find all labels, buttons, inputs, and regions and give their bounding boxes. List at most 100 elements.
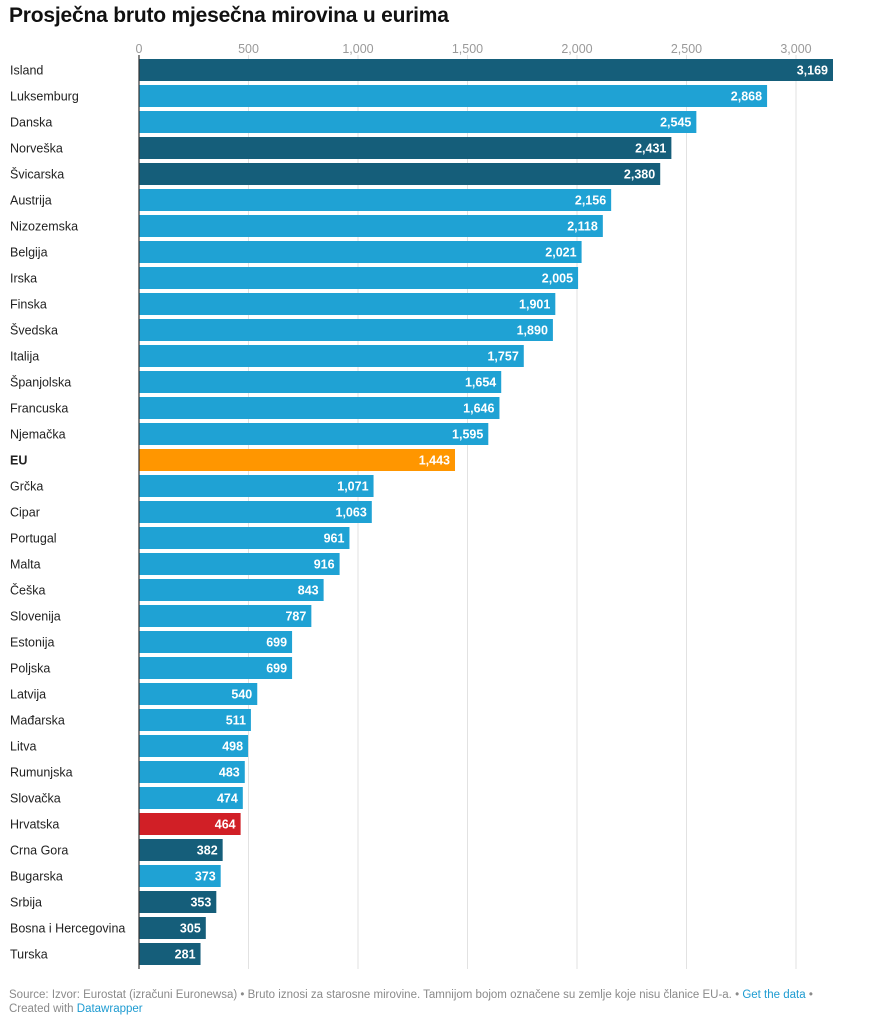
category-labels: Island Luksemburg Danska Norveška Švicarska A… — [10, 64, 125, 962]
datawrapper-link[interactable]: Datawrapper — [76, 1003, 143, 1015]
category-label: Grčka — [10, 480, 43, 494]
category-label: Švedska — [10, 323, 58, 338]
value-label: 699 — [266, 636, 287, 650]
x-tick-label: 2,000 — [561, 42, 592, 56]
bar — [139, 423, 489, 445]
bar — [139, 527, 350, 549]
category-label: Island — [10, 64, 43, 78]
category-label: Bugarska — [10, 870, 63, 884]
category-label: Rumunjska — [10, 766, 73, 780]
value-label: 1,595 — [452, 428, 483, 442]
bar — [139, 449, 456, 471]
bar — [139, 215, 603, 237]
value-label: 498 — [222, 740, 243, 754]
value-label: 2,156 — [575, 194, 606, 208]
bar — [139, 85, 768, 107]
bar — [139, 839, 223, 861]
bar — [139, 787, 243, 809]
value-label: 699 — [266, 662, 287, 676]
category-label: Litva — [10, 740, 36, 754]
category-label: Irska — [10, 272, 37, 286]
value-label: 511 — [226, 714, 246, 728]
source-note: Source: Izvor: Eurostat (izračuni Eurone… — [9, 989, 740, 1001]
x-tick-label: 3,000 — [780, 42, 811, 56]
bar — [139, 293, 556, 315]
category-label: Turska — [10, 948, 48, 962]
value-label: 1,890 — [517, 324, 548, 338]
value-label: 916 — [314, 558, 335, 572]
bar — [139, 163, 661, 185]
category-label: Poljska — [10, 662, 50, 676]
bar — [139, 501, 372, 523]
category-label: Francuska — [10, 402, 68, 416]
bar — [139, 631, 293, 653]
category-label: Švicarska — [10, 167, 64, 182]
value-label: 2,545 — [660, 116, 691, 130]
value-label: 1,071 — [337, 480, 368, 494]
bar — [139, 319, 553, 341]
bar-chart: 0 500 1,000 1,500 2,000 2,500 3,000 Island Luks… — [10, 42, 833, 969]
x-tick-label: 2,500 — [671, 42, 702, 56]
bar — [139, 579, 324, 601]
value-label: 464 — [215, 818, 236, 832]
value-label: 843 — [298, 584, 319, 598]
bar — [139, 475, 374, 497]
bar — [139, 59, 833, 81]
category-label: Estonija — [10, 636, 55, 650]
value-label: 1,646 — [463, 402, 494, 416]
bars — [139, 59, 833, 965]
footer-separator: • — [808, 989, 813, 1001]
x-tick-label: 1,500 — [452, 42, 483, 56]
bar — [139, 891, 217, 913]
value-label: 1,901 — [519, 298, 550, 312]
value-label: 2,021 — [545, 246, 576, 260]
bar — [139, 137, 672, 159]
value-label: 373 — [195, 870, 216, 884]
bar — [139, 735, 249, 757]
category-label: Nizozemska — [10, 220, 78, 234]
category-label: Mađarska — [10, 714, 65, 728]
bar — [139, 553, 340, 575]
category-label: Cipar — [10, 506, 40, 520]
value-label: 281 — [175, 948, 196, 962]
category-label: Bosna i Hercegovina — [10, 922, 125, 936]
bar — [139, 943, 201, 965]
value-labels: 3,169 2,868 2,545 2,431 2,380 2,156 2,118 2,021… — [175, 64, 828, 962]
bar — [139, 371, 502, 393]
value-label: 540 — [231, 688, 252, 702]
category-label: Portugal — [10, 532, 57, 546]
value-label: 305 — [180, 922, 201, 936]
get-the-data-link[interactable]: Get the data — [742, 989, 806, 1001]
x-axis-ticks: 0 500 1,000 1,500 2,000 2,500 3,000 — [136, 42, 812, 56]
value-label: 961 — [324, 532, 345, 546]
category-label: Austrija — [10, 194, 52, 208]
category-label: Latvija — [10, 688, 46, 702]
bar — [139, 397, 500, 419]
value-label: 483 — [219, 766, 240, 780]
chart-title: Prosječna bruto mjesečna mirovina u euri… — [9, 4, 449, 27]
bar — [139, 345, 524, 367]
value-label: 3,169 — [797, 64, 828, 78]
category-label: Hrvatska — [10, 818, 59, 832]
bar — [139, 605, 312, 627]
value-label: 1,443 — [419, 454, 450, 468]
category-label: Belgija — [10, 246, 48, 260]
category-label: Luksemburg — [10, 90, 79, 104]
category-label: Srbija — [10, 896, 42, 910]
value-label: 353 — [190, 896, 211, 910]
category-label: Slovenija — [10, 610, 61, 624]
category-label: Češka — [10, 583, 45, 598]
value-label: 2,005 — [542, 272, 573, 286]
value-label: 1,654 — [465, 376, 496, 390]
bar — [139, 865, 221, 887]
value-label: 787 — [285, 610, 306, 624]
bar — [139, 683, 258, 705]
bar — [139, 709, 251, 731]
category-label: Njemačka — [10, 428, 66, 442]
value-label: 2,118 — [567, 220, 598, 234]
value-label: 382 — [197, 844, 218, 858]
category-label: Slovačka — [10, 792, 61, 806]
footer: Source: Izvor: Eurostat (izračuni Eurone… — [9, 988, 869, 1016]
x-tick-label: 1,000 — [342, 42, 373, 56]
created-with-text: Created with — [9, 1003, 74, 1015]
